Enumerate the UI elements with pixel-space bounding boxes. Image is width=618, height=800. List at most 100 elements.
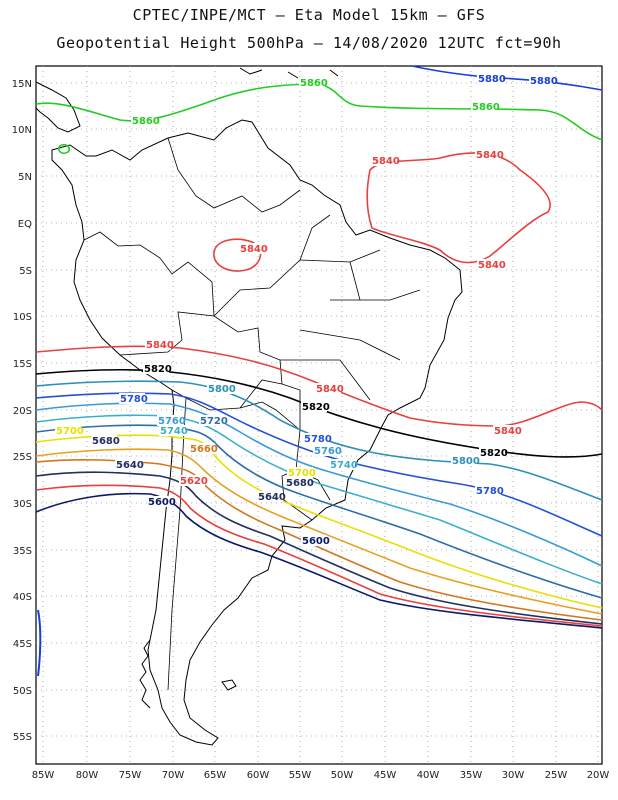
- contour-label-5840: 5840: [476, 150, 504, 161]
- contour-label-bg: [451, 455, 477, 466]
- contour-label-5840: 5840: [478, 260, 506, 271]
- contour-label-bg: [55, 425, 81, 436]
- contour-label-bg: [477, 73, 503, 84]
- contour-label-bg: [529, 75, 555, 86]
- contour-label-5660: 5660: [190, 444, 218, 455]
- contour-label-bg: [91, 435, 117, 446]
- contour-label-5840: 5840: [316, 384, 344, 395]
- lat-label: 15N: [12, 79, 32, 90]
- contour-label-5840: 5840: [494, 426, 522, 437]
- lat-label: 10N: [12, 125, 32, 136]
- contour-5680: [35, 448, 603, 615]
- contour-fragment-west: [37, 609, 42, 677]
- contour-label-bg: [159, 425, 185, 436]
- longitude-labels: 85W 80W 75W 70W 65W 60W 55W 50W 45W 40W 35W 30W 25W 2…: [32, 770, 610, 781]
- falkland-islands: [221, 679, 237, 691]
- central-america-coast: [35, 81, 81, 133]
- contour-label-bg: [285, 477, 311, 488]
- chile-fjords: [139, 639, 151, 709]
- contour-label-bg: [301, 401, 327, 412]
- lon-label: 80W: [76, 770, 99, 781]
- contour-label-bg: [199, 415, 225, 426]
- contour-label-5780: 5780: [476, 486, 504, 497]
- contour-5660: [35, 459, 603, 621]
- contour-label-5680: 5680: [92, 436, 120, 447]
- lat-label: 30S: [13, 499, 32, 510]
- contour-label-5880: 5880: [478, 74, 506, 85]
- lon-label: 55W: [289, 770, 312, 781]
- contour-label-5600: 5600: [302, 536, 330, 547]
- contour-5840-amazon: [213, 238, 262, 272]
- contour-label-5800: 5800: [452, 456, 480, 467]
- contour-label-5700: 5700: [56, 426, 84, 437]
- contour-label-bg: [301, 535, 327, 546]
- lat-label: 35S: [13, 546, 32, 557]
- contour-label-bg: [115, 459, 141, 470]
- contour-label-5760: 5760: [158, 416, 186, 427]
- caribbean-islands: [239, 67, 339, 79]
- contour-label-bg: [475, 485, 501, 496]
- border-colombia-venezuela: [167, 137, 301, 213]
- contour-label-5840: 5840: [146, 340, 174, 351]
- lat-label: 40S: [13, 592, 32, 603]
- lat-label: 50S: [13, 686, 32, 697]
- contour-5860-loop: [57, 143, 71, 155]
- contour-label-bg: [471, 101, 497, 112]
- border-brazil: [213, 214, 331, 317]
- contour-label-5840: 5840: [372, 156, 400, 167]
- lat-label: 45S: [13, 639, 32, 650]
- contour-label-5820: 5820: [302, 402, 330, 413]
- contour-label-5860: 5860: [132, 116, 160, 127]
- contour-label-5800: 5800: [208, 384, 236, 395]
- contour-5720: [35, 424, 603, 599]
- latitude-labels: 15N 10N 5N EQ 5S 10S 15S 20S 25S 30S 35S 40S 45S 50S 5…: [12, 79, 32, 743]
- contour-label-bg: [145, 339, 171, 350]
- lat-label: 20S: [13, 406, 32, 417]
- contour-label-bg: [493, 425, 519, 436]
- coastlines: [35, 67, 463, 746]
- lon-label: 70W: [162, 770, 185, 781]
- lon-label: 75W: [119, 770, 142, 781]
- contour-label-bg: [179, 475, 205, 486]
- lon-label: 40W: [417, 770, 440, 781]
- contour-label-5840: 5840: [240, 244, 268, 255]
- lat-label: 25S: [13, 452, 32, 463]
- contour-5760: [35, 402, 603, 567]
- contour-label-5700: 5700: [288, 468, 316, 479]
- contour-5600: [35, 492, 603, 629]
- border-peru-bolivia: [119, 311, 283, 385]
- contour-label-5780: 5780: [304, 434, 332, 445]
- lon-label: 50W: [331, 770, 354, 781]
- border-paraguay: [239, 379, 301, 430]
- contour-label-bg: [477, 259, 503, 270]
- lon-label: 30W: [502, 770, 525, 781]
- contour-label-bg: [475, 149, 501, 160]
- lon-label: 35W: [460, 770, 483, 781]
- lat-label: EQ: [18, 219, 32, 230]
- lat-label: 10S: [13, 312, 32, 323]
- lon-label: 45W: [374, 770, 397, 781]
- contour-label-bg: [147, 496, 173, 507]
- lon-label: 25W: [545, 770, 568, 781]
- contour-label-5680: 5680: [286, 478, 314, 489]
- contour-label-bg: [313, 445, 339, 456]
- border-brazil-states: [280, 249, 421, 401]
- contour-label-5860: 5860: [300, 78, 328, 89]
- contour-label-bg: [239, 243, 265, 254]
- contour-label-bg: [303, 433, 329, 444]
- contour-label-5640: 5640: [258, 492, 286, 503]
- contour-5640: [35, 471, 603, 625]
- contour-label-bg: [315, 383, 341, 394]
- contour-label-bg: [257, 491, 283, 502]
- contour-label-5780: 5780: [120, 394, 148, 405]
- lat-label: 15S: [13, 359, 32, 370]
- border-peru-ecuador: [83, 231, 215, 317]
- contour-label-bg: [189, 443, 215, 454]
- contour-label-5620: 5620: [180, 476, 208, 487]
- lat-label: 55S: [13, 732, 32, 743]
- contour-label-5600: 5600: [148, 497, 176, 508]
- lat-label: 5S: [19, 266, 32, 277]
- contour-5620: [35, 484, 603, 627]
- lon-label: 65W: [204, 770, 227, 781]
